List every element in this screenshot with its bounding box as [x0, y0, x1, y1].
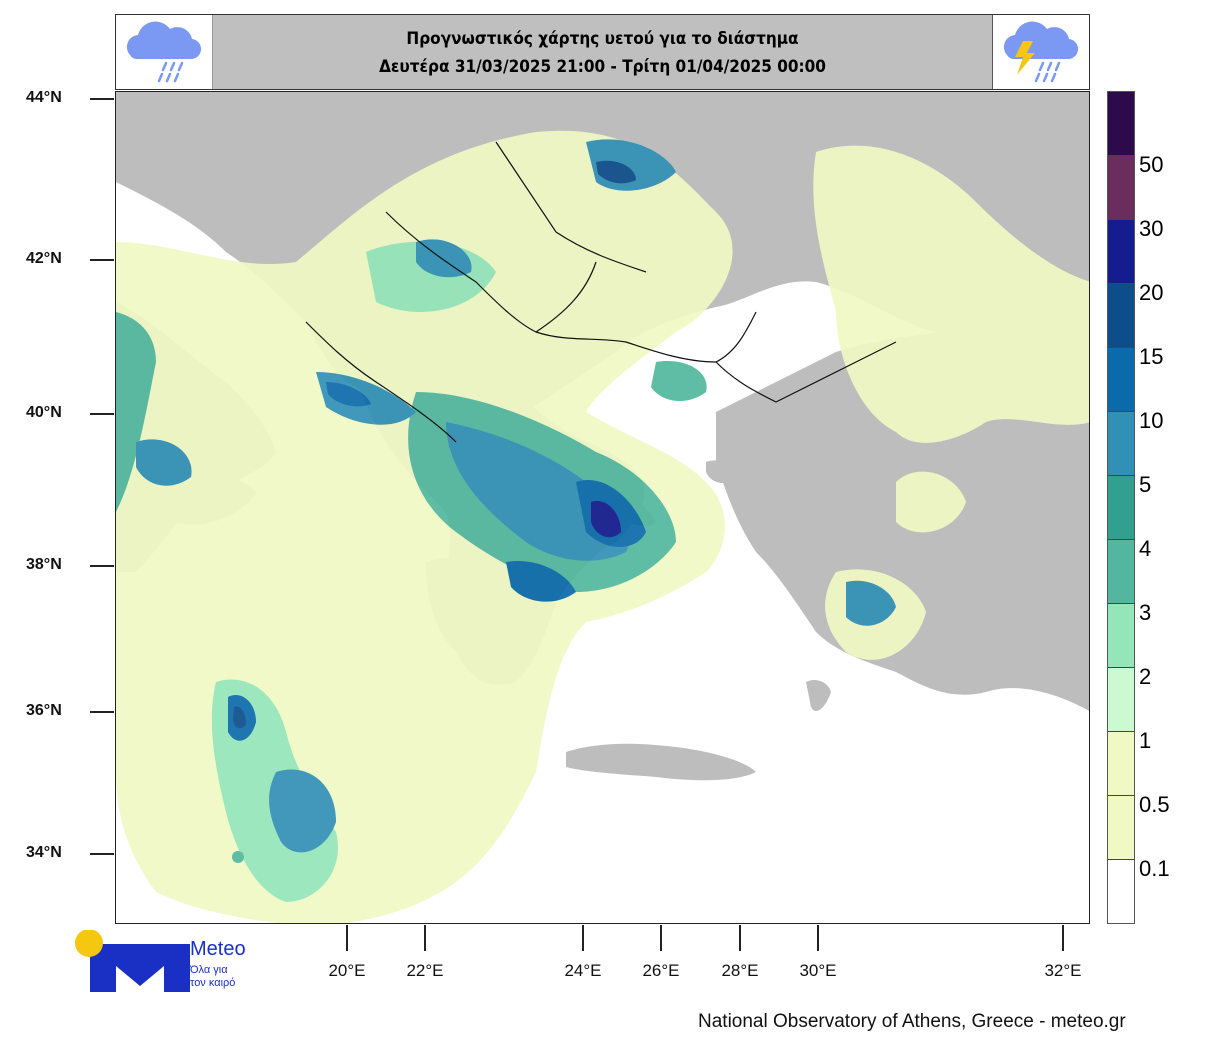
legend-label: 20: [1139, 280, 1164, 305]
meteo-m-icon: [75, 929, 190, 992]
legend-label: 3: [1139, 600, 1152, 625]
legend-swatch-0.5-1: [1108, 732, 1134, 796]
legend-swatch-50plus: [1108, 92, 1134, 156]
lon-tick-24: 24°E: [553, 925, 613, 985]
legend-swatch-below-0.1: [1108, 860, 1134, 923]
legend-swatch-0.1-0.5: [1108, 796, 1134, 860]
legend-label: 1: [1139, 728, 1152, 753]
legend-swatch-15-20: [1108, 284, 1134, 348]
legend-swatch-4-5: [1108, 476, 1134, 540]
legend-swatch-10-15: [1108, 348, 1134, 412]
legend-swatch-30-50: [1108, 156, 1134, 220]
lon-tick-26: 26°E: [631, 925, 691, 985]
rain-cloud-icon: [116, 15, 213, 89]
legend-swatch-1-2: [1108, 668, 1134, 732]
legend-label: 4: [1139, 536, 1152, 561]
legend-swatch-3-4: [1108, 540, 1134, 604]
legend-label: 15: [1139, 344, 1164, 369]
legend-label: 50: [1139, 152, 1164, 177]
legend-label: 0.5: [1139, 792, 1170, 817]
title-line-2: Δευτέρα 31/03/2025 21:00 - Τρίτη 01/04/2…: [379, 57, 826, 77]
lat-tick-38: 38°N: [0, 556, 114, 576]
legend-label: 10: [1139, 408, 1164, 433]
lon-tick-20: 20°E: [317, 925, 377, 985]
title-line-1: Προγνωστικός χάρτης υετού για το διάστημ…: [406, 29, 799, 49]
precipitation-map[interactable]: [115, 91, 1090, 924]
precipitation-overlay: [116, 130, 1089, 923]
lon-tick-22: 22°E: [395, 925, 455, 985]
legend-label: 5: [1139, 472, 1152, 497]
precipitation-color-bar: [1107, 91, 1135, 924]
logo-brand: Meteo: [190, 938, 246, 960]
lat-tick-42: 42°N: [0, 250, 114, 270]
legend-label: 2: [1139, 664, 1152, 689]
country-borders: [305, 141, 897, 443]
legend-label: 30: [1139, 216, 1164, 241]
legend-swatch-2-3: [1108, 604, 1134, 668]
legend-swatch-5-10: [1108, 412, 1134, 476]
lat-tick-34: 34°N: [0, 844, 114, 864]
legend-swatch-20-30: [1108, 220, 1134, 284]
meteo-logo[interactable]: Meteo Όλα για τον καιρό: [72, 929, 272, 998]
logo-tagline: Όλα για τον καιρό: [190, 964, 236, 989]
lon-tick-32: 32°E: [1033, 925, 1093, 985]
lon-tick-30: 30°E: [788, 925, 848, 985]
legend-label: 0.1: [1139, 856, 1170, 881]
lat-tick-44: 44°N: [0, 89, 114, 109]
lat-tick-36: 36°N: [0, 702, 114, 722]
lon-tick-28: 28°E: [710, 925, 770, 985]
map-title: Προγνωστικός χάρτης υετού για το διάστημ…: [251, 25, 954, 81]
thunderstorm-cloud-icon: [992, 15, 1089, 89]
map-title-banner: Προγνωστικός χάρτης υετού για το διάστημ…: [115, 14, 1090, 90]
map-canvas: [116, 92, 1089, 923]
lat-tick-40: 40°N: [0, 404, 114, 424]
credit-text: National Observatory of Athens, Greece -…: [698, 1011, 1126, 1032]
